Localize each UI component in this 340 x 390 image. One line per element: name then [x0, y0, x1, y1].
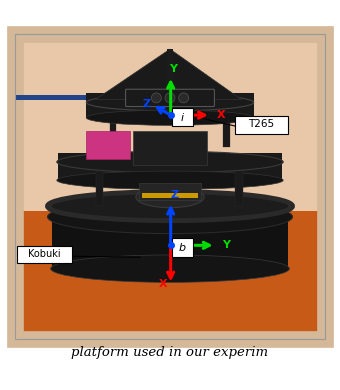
Bar	[15, 96, 86, 100]
Bar	[15, 34, 325, 339]
FancyBboxPatch shape	[125, 89, 215, 106]
Bar	[86, 93, 254, 118]
Text: $b$: $b$	[178, 241, 187, 253]
Bar	[235, 171, 243, 206]
Polygon shape	[96, 49, 241, 99]
Text: X: X	[217, 110, 225, 120]
Circle shape	[165, 93, 175, 103]
Ellipse shape	[57, 151, 283, 173]
Bar	[133, 131, 207, 165]
Bar	[58, 153, 282, 180]
Text: Y: Y	[169, 64, 177, 74]
Text: Z: Z	[170, 190, 178, 200]
Ellipse shape	[51, 255, 289, 282]
Ellipse shape	[48, 200, 292, 234]
FancyBboxPatch shape	[235, 116, 288, 134]
Bar	[96, 171, 103, 206]
Bar	[15, 34, 325, 339]
Ellipse shape	[136, 186, 204, 208]
Text: platform used in our experim: platform used in our experim	[71, 346, 269, 359]
FancyBboxPatch shape	[17, 246, 72, 263]
Bar	[142, 193, 198, 198]
FancyBboxPatch shape	[172, 108, 193, 126]
Text: Kobuki: Kobuki	[28, 249, 61, 259]
Text: X: X	[159, 279, 168, 289]
Bar	[109, 103, 116, 147]
Circle shape	[151, 93, 161, 103]
Circle shape	[179, 93, 189, 103]
Bar	[139, 183, 201, 200]
Bar	[167, 49, 173, 99]
Bar	[223, 103, 230, 147]
Ellipse shape	[57, 171, 283, 190]
Text: T265: T265	[249, 119, 274, 129]
Ellipse shape	[86, 94, 254, 111]
Text: Y: Y	[222, 240, 230, 250]
Text: $i$: $i$	[180, 111, 185, 123]
Ellipse shape	[86, 110, 254, 125]
Text: Z: Z	[142, 99, 151, 109]
Bar	[15, 34, 325, 211]
FancyBboxPatch shape	[172, 238, 193, 257]
Bar	[52, 208, 288, 269]
Bar	[15, 211, 325, 339]
Bar	[86, 131, 130, 159]
Ellipse shape	[51, 192, 289, 220]
